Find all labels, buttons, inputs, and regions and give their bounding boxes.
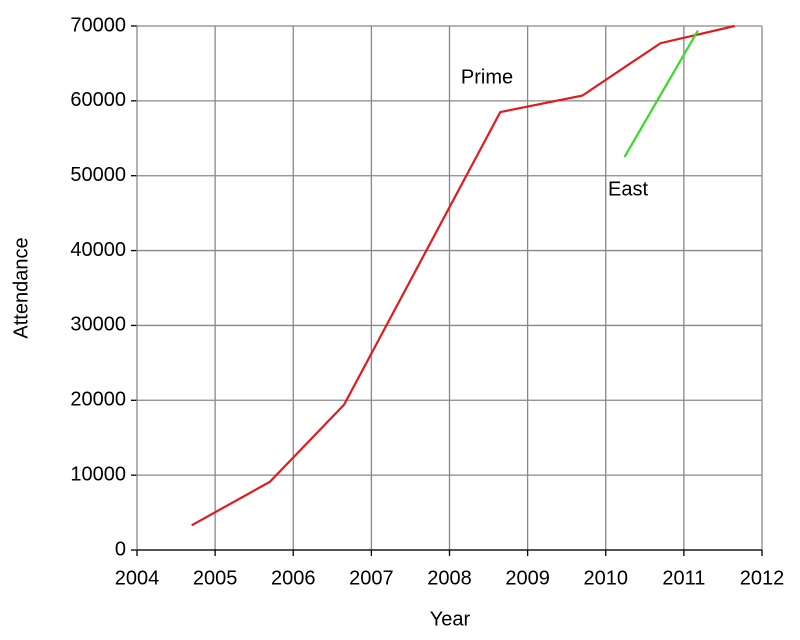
series-label: Prime — [461, 66, 513, 88]
y-tick-label: 60000 — [70, 89, 126, 111]
series-line — [623, 29, 699, 158]
x-tick-label: 2010 — [584, 567, 629, 589]
series-line — [191, 24, 735, 527]
x-tick-label: 2012 — [740, 567, 785, 589]
y-axis-label: Attendance — [10, 237, 32, 338]
x-axis-label: Year — [430, 608, 471, 630]
x-tick-label: 2007 — [349, 567, 394, 589]
y-tick-label: 20000 — [70, 389, 126, 411]
y-tick-label: 50000 — [70, 164, 126, 186]
y-tick-label: 30000 — [70, 314, 126, 336]
y-tick-label: 40000 — [70, 239, 126, 261]
y-tick-label: 0 — [115, 538, 126, 560]
x-tick-label: 2006 — [271, 567, 316, 589]
x-tick-label: 2011 — [662, 567, 705, 589]
x-tick-label: 2009 — [505, 567, 550, 589]
series-label: East — [608, 178, 648, 200]
x-tick-label: 2008 — [427, 567, 472, 589]
x-tick-label: 2005 — [193, 567, 238, 589]
y-tick-label: 70000 — [70, 14, 126, 36]
y-tick-label: 10000 — [70, 463, 126, 485]
x-tick-label: 2004 — [115, 567, 160, 589]
